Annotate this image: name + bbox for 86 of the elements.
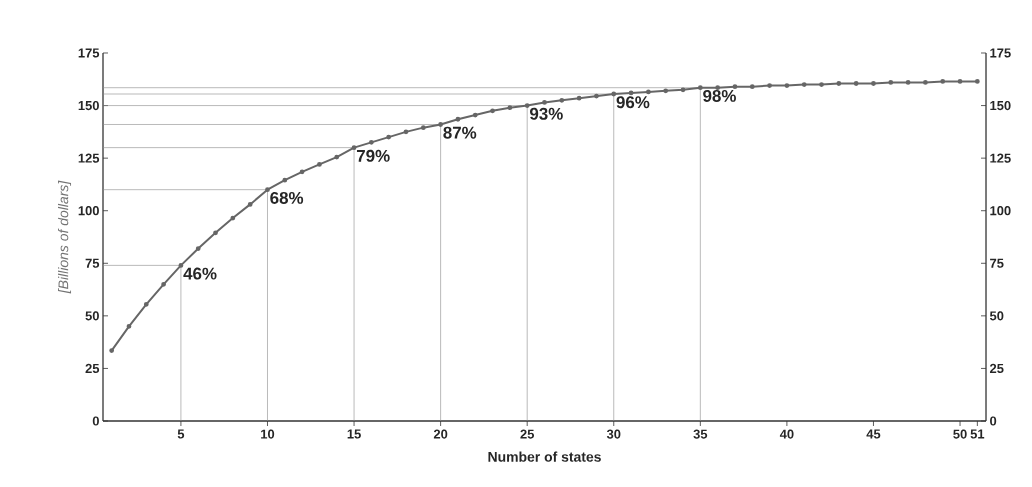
- point: [888, 80, 894, 85]
- point: [749, 84, 755, 90]
- point: [507, 105, 513, 111]
- point: [403, 129, 409, 135]
- annotation: 68%: [270, 191, 304, 204]
- x-tick-label: 45: [866, 429, 881, 439]
- point: [299, 169, 305, 175]
- point: [542, 100, 547, 105]
- point: [334, 154, 340, 160]
- point: [819, 82, 824, 87]
- point: [161, 281, 166, 287]
- point: [732, 84, 738, 90]
- y2-tick-label: 175: [990, 48, 1011, 58]
- point: [559, 97, 565, 103]
- point: [178, 262, 184, 268]
- point: [576, 95, 582, 101]
- y-tick-label: 175: [78, 48, 100, 58]
- y-tick-label: 75: [85, 258, 100, 268]
- point: [230, 215, 236, 221]
- point: [957, 78, 963, 84]
- y-tick-label: 50: [85, 311, 99, 321]
- point: [611, 91, 617, 97]
- point: [923, 80, 928, 85]
- x-tick-label: 35: [693, 429, 708, 439]
- y2-tick-label: 25: [989, 363, 1004, 374]
- y-tick-label: 100: [78, 206, 99, 216]
- point: [420, 125, 426, 131]
- x-tick-label: 30: [606, 429, 621, 439]
- annotation: 93%: [529, 107, 563, 120]
- point: [213, 230, 218, 236]
- point: [697, 85, 703, 91]
- point: [490, 108, 495, 114]
- x-tick-label: 5: [177, 429, 185, 439]
- y-tick-label: 25: [85, 363, 100, 374]
- x-tick-label: 10: [261, 429, 275, 439]
- x-tick-label: 50: [953, 429, 967, 439]
- point: [628, 90, 634, 96]
- point: [109, 348, 115, 353]
- point: [871, 81, 876, 86]
- point: [472, 112, 478, 118]
- point: [195, 246, 201, 251]
- point: [368, 139, 374, 145]
- point: [645, 89, 651, 95]
- point: [524, 103, 530, 108]
- x-tick-label: 40: [779, 429, 794, 439]
- y2-tick-label: 150: [990, 100, 1011, 111]
- y2-tick-label: 125: [990, 153, 1011, 163]
- x-tick-label: 20: [433, 429, 448, 439]
- point: [126, 323, 132, 329]
- point: [143, 301, 149, 307]
- point: [594, 93, 599, 99]
- point: [767, 83, 772, 88]
- x-tick-label: 51: [970, 429, 985, 439]
- x-axis-title: Number of states: [488, 451, 601, 462]
- y2-tick-label: 75: [990, 258, 1004, 268]
- point: [663, 88, 669, 94]
- point: [438, 122, 444, 127]
- point: [247, 202, 253, 207]
- point: [386, 134, 392, 140]
- point: [801, 82, 807, 87]
- point: [940, 78, 946, 84]
- point: [265, 187, 270, 193]
- point: [974, 78, 980, 84]
- x-tick-label: 25: [520, 429, 535, 439]
- y-tick-label: 0: [92, 416, 99, 426]
- annotation: 98%: [703, 89, 736, 102]
- point: [853, 81, 859, 86]
- annotation: 87%: [443, 126, 477, 139]
- point: [317, 162, 322, 167]
- point: [680, 87, 686, 93]
- y-tick-label: 150: [78, 100, 99, 111]
- x-tick-label: 15: [347, 429, 361, 439]
- annotation: 96%: [616, 96, 650, 109]
- y2-tick-label: 0: [990, 416, 997, 426]
- y-tick-label: 125: [78, 153, 100, 163]
- point: [282, 177, 288, 183]
- point: [455, 116, 461, 122]
- point: [905, 80, 911, 85]
- y2-tick-label: 100: [990, 206, 1011, 216]
- point: [351, 145, 357, 151]
- point: [836, 81, 842, 86]
- y-axis-title: [Billions of dollars]: [58, 180, 72, 294]
- annotation: 46%: [183, 267, 217, 280]
- y2-tick-label: 50: [989, 311, 1004, 321]
- point: [784, 83, 790, 88]
- annotation: 79%: [356, 149, 390, 162]
